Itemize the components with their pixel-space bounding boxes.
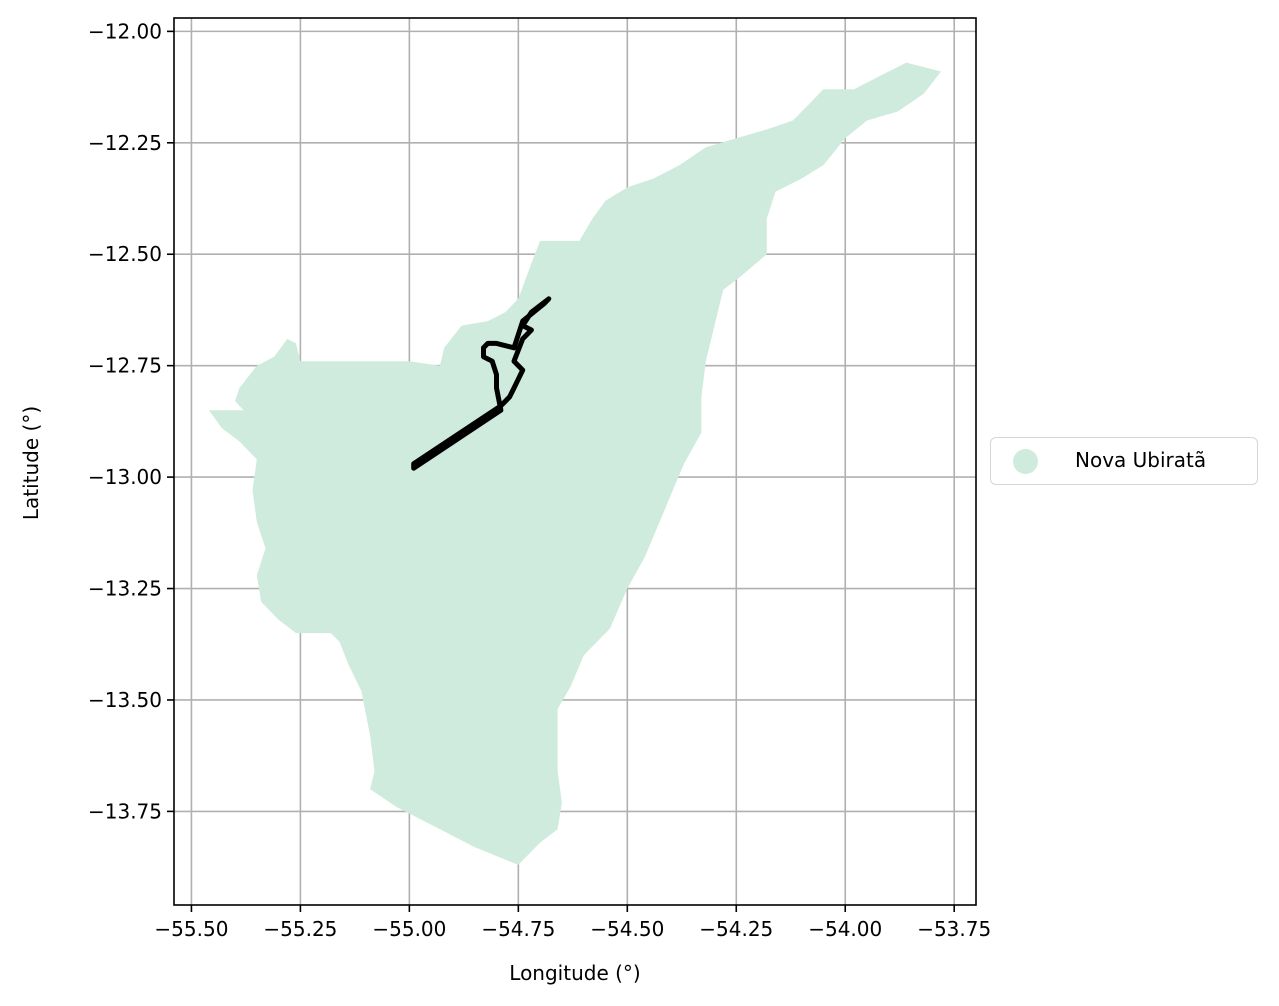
x-tick-label-2: −55.00	[372, 917, 446, 941]
x-tick-label-0: −55.50	[154, 917, 228, 941]
y-tick-label-4: −13.00	[88, 465, 162, 489]
legend-swatch-icon	[1013, 449, 1038, 474]
y-tick-label-3: −12.75	[88, 354, 162, 378]
x-tick-label-7: −53.75	[917, 917, 991, 941]
axes-border	[173, 17, 977, 906]
legend-label: Nova Ubiratã	[1075, 448, 1207, 472]
y-tick-label-6: −13.50	[88, 688, 162, 712]
axes-frame	[173, 17, 977, 906]
x-tick-label-5: −54.25	[699, 917, 773, 941]
highlight-outline	[411, 296, 552, 471]
y-tick-label-1: −12.25	[88, 131, 162, 155]
x-tick-label-3: −54.75	[481, 917, 555, 941]
x-tick-label-1: −55.25	[263, 917, 337, 941]
y-tick-label-2: −12.50	[88, 242, 162, 266]
y-tick-label-5: −13.25	[88, 577, 162, 601]
legend: Nova Ubiratã	[990, 437, 1258, 485]
axis-ticks: −55.50 −55.25 −55.00 −54.75 −54.50 −54.25 −54.…	[88, 19, 991, 941]
x-tick-label-6: −54.00	[808, 917, 882, 941]
x-axis-label: Longitude (°)	[509, 961, 640, 985]
region-nova-ubirata	[208, 62, 942, 865]
y-tick-label-7: −13.75	[88, 799, 162, 823]
y-axis-label: Latitude (°)	[19, 406, 43, 520]
y-tick-label-0: −12.00	[88, 19, 162, 43]
map-regions	[208, 62, 942, 865]
x-tick-label-4: −54.50	[590, 917, 664, 941]
